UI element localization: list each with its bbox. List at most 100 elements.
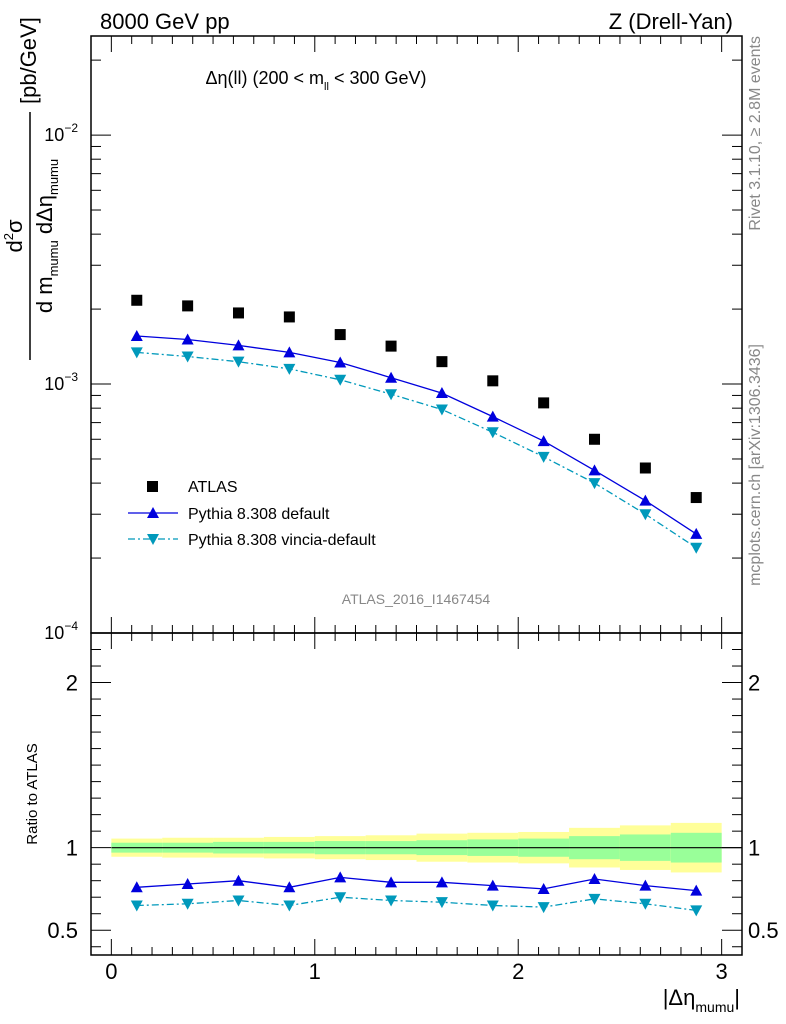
ratio-point-1 [232,895,245,907]
header-right: Z (Drell-Yan) [609,9,733,34]
ratio-axes: 0.5 0.5 1 1 2 2 0 1 2 3 [47,633,779,984]
main-point-0 [538,397,550,409]
main-panel: 10−410−310−2 Δη(ll) (200 < mll < 300 GeV… [1,17,743,643]
main-point-2 [639,509,652,521]
header-left: 8000 GeV pp [100,9,230,34]
ratio-point-0 [588,873,601,885]
ratio-y-tick-label-right: 0.5 [748,918,779,943]
ratio-point-0 [486,879,499,891]
ratio-panel: 0.5 0.5 1 1 2 2 0 1 2 3 Ratio to ATLAS |Δηmumu| [24,632,779,1015]
y-axis-label-numerator: d2σ [1,219,27,252]
ratio-point-0 [385,876,398,888]
main-point-1 [130,329,143,341]
main-point-1 [435,387,448,399]
ratio-point-1 [283,900,296,912]
main-point-1 [385,371,398,383]
plot-title-post: < 300 GeV) [329,68,427,88]
legend-label-atlas: ATLAS [188,479,238,496]
main-point-2 [435,404,448,416]
main-point-1 [588,464,601,476]
ratio-y-tick-label: 2 [66,671,78,696]
main-point-1 [283,346,296,358]
y-axis-label-den-b: dΔη [32,195,57,240]
ratio-y-tick-label: 1 [66,836,78,861]
y-axis-label-den-sub2: mumu [46,159,61,195]
x-axis-label: |Δηmumu| [663,985,740,1015]
rivet-label: Rivet 3.1.10, ≥ 2.8M events [747,36,764,231]
y-axis-label-unit: [pb/GeV] [16,17,41,104]
ratio-y-tick-label-right: 2 [748,671,760,696]
ratio-point-0 [639,879,652,891]
main-point-2 [283,363,296,375]
ratio-point-1 [334,892,347,904]
main-point-2 [690,542,703,554]
legend-label-vincia: Pythia 8.308 vincia-default [188,532,376,549]
analysis-annotation: ATLAS_2016_I1467454 [342,591,491,607]
main-series-line-1 [136,335,697,535]
main-point-0 [589,433,601,445]
y-axis-label-denominator: d mmumu dΔηmumu [32,159,61,313]
main-point-2 [486,427,499,439]
plot-title-sub: ll [324,81,329,93]
ratio-point-1 [537,902,550,914]
ratio-series [130,871,703,917]
main-y-tick-label: 10−4 [44,619,78,643]
ratio-point-1 [181,898,194,910]
main-point-1 [537,435,550,447]
main-y-tick-label-exp: −4 [64,619,78,633]
ratio-y-tick-label: 0.5 [47,918,78,943]
main-point-1 [639,494,652,506]
ratio-point-1 [639,898,652,910]
main-point-1 [181,333,194,345]
x-tick-label: 3 [716,959,728,984]
main-point-0 [385,340,397,352]
x-tick-label: 2 [512,959,524,984]
ratio-point-0 [334,871,347,883]
main-point-1 [232,339,245,351]
main-point-0 [487,375,499,387]
main-y-tick-label-exp: −3 [64,370,78,384]
x-tick-label: 0 [105,959,117,984]
legend-marker-vincia [147,534,159,545]
y-axis-label-num-d: d [2,240,27,252]
plot-title-pre: Δη(ll) (200 < m [205,68,324,88]
main-point-2 [130,347,143,359]
ratio-point-1 [588,893,601,905]
main-point-1 [690,527,703,539]
main-point-2 [232,356,245,368]
main-point-0 [182,300,194,312]
main-point-2 [181,351,194,363]
main-axes: 10−410−310−2 [44,36,742,643]
legend-marker-atlas [147,481,158,492]
ratio-point-1 [690,905,703,917]
main-point-2 [537,451,550,463]
main-y-tick-label-base: 10 [44,623,64,643]
y-axis-label-num-sup: 2 [1,233,16,240]
ratio-point-0 [283,881,296,893]
main-point-2 [588,478,601,490]
ratio-point-1 [385,895,398,907]
ratio-series-line-1 [136,896,697,912]
x-axis-label-sub: mumu [695,999,734,1015]
legend-label-default: Pythia 8.308 default [188,506,330,523]
y-axis-label: d2σ d mmumu dΔηmumu [pb/GeV] [1,17,61,360]
main-point-0 [639,462,651,474]
ratio-y-axis-label: Ratio to ATLAS [24,743,41,844]
legend-marker-default [147,507,159,518]
ratio-point-0 [232,874,245,886]
main-y-tick-label: 10−3 [44,370,78,394]
main-series-line-2 [136,351,697,549]
ratio-point-1 [486,900,499,912]
main-y-tick-label-base: 10 [44,125,64,145]
main-y-tick-label-exp: −2 [64,121,78,135]
main-point-0 [436,356,448,368]
main-point-2 [385,389,398,401]
main-point-0 [131,294,143,306]
ratio-point-0 [130,881,143,893]
ratio-point-0 [181,877,194,889]
legend: ATLAS Pythia 8.308 default Pythia 8.308 … [128,479,376,549]
ratio-point-0 [435,876,448,888]
ratio-point-0 [690,884,703,896]
ratio-point-1 [435,897,448,909]
